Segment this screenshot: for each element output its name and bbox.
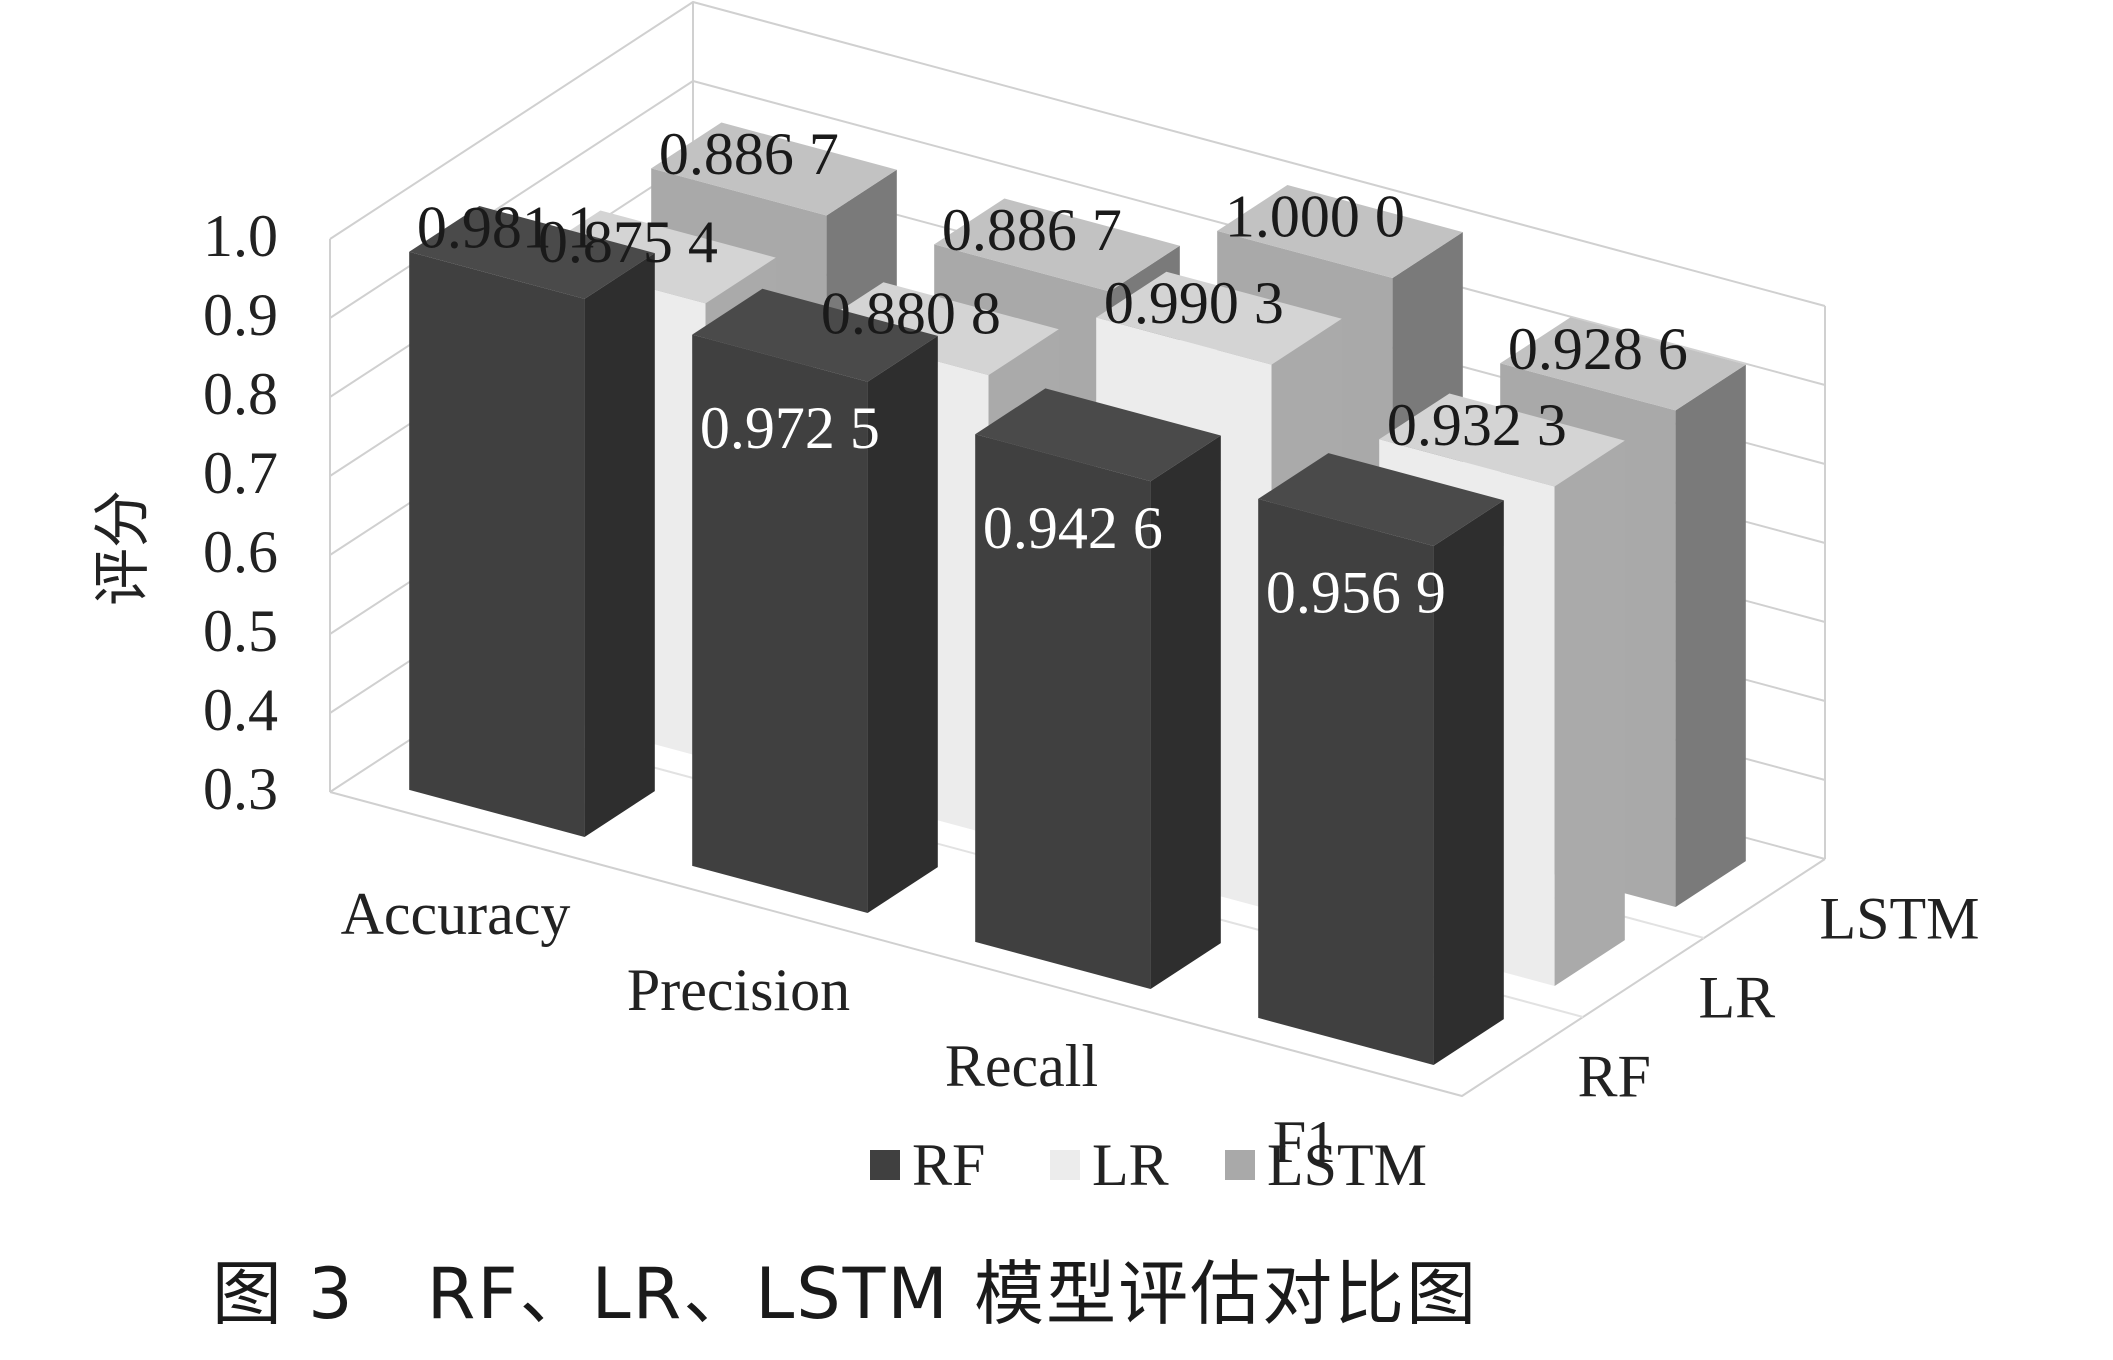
legend-label-lr: LR <box>1092 1132 1169 1198</box>
x-tick-label: F1 <box>1273 1109 1336 1175</box>
legend-swatch-rf <box>870 1150 900 1180</box>
y-tick-label: 0.9 <box>203 282 278 348</box>
data-label: 0.972 5 <box>700 395 880 461</box>
legend-label-rf: RF <box>912 1132 985 1198</box>
bar-side <box>1150 435 1221 989</box>
data-label: 0.932 3 <box>1387 392 1567 458</box>
bar-side <box>1554 440 1625 987</box>
bar-top <box>813 282 1059 376</box>
legend-label-lstm: LSTM <box>1267 1132 1427 1198</box>
bar-top <box>1096 271 1342 365</box>
bar-top <box>651 122 897 216</box>
bar-rf-precision <box>692 334 868 914</box>
y-tick-label: 0.6 <box>203 519 278 585</box>
data-label: 0.875 4 <box>538 209 718 275</box>
y-axis-label: 评分 <box>88 490 156 606</box>
data-label: 0.956 9 <box>1266 559 1446 625</box>
y-tick-label: 0.3 <box>203 756 278 822</box>
figure-caption: 图 3 RF、LR、LSTM 模型评估对比图 <box>211 1253 1479 1335</box>
data-label: 0.990 3 <box>1104 270 1284 336</box>
bar-top <box>409 206 655 299</box>
data-label: 0.886 7 <box>942 197 1122 263</box>
bar-side <box>1675 364 1746 908</box>
bar-side <box>584 253 655 838</box>
bar-rf-f1 <box>1258 498 1434 1065</box>
y-tick-label: 1.0 <box>203 203 278 269</box>
data-label: 0.886 7 <box>659 121 839 187</box>
bar-top <box>934 198 1180 292</box>
y-tick-label: 0.4 <box>203 677 278 743</box>
data-label: 1.000 0 <box>1225 183 1405 249</box>
data-label: 0.928 6 <box>1508 316 1688 382</box>
bar-rf-recall <box>975 434 1151 989</box>
bar-top <box>1379 393 1625 487</box>
x-tick-label: Recall <box>945 1033 1098 1099</box>
depth-tick-label: RF <box>1578 1044 1651 1110</box>
bar-side <box>1433 500 1504 1065</box>
y-tick-label: 0.7 <box>203 440 278 506</box>
legend-swatch-lr <box>1050 1150 1080 1180</box>
bar-top <box>692 288 938 382</box>
x-tick-label: Precision <box>627 957 850 1023</box>
y-tick-label: 0.8 <box>203 361 278 427</box>
bar-side <box>867 335 938 913</box>
bar-top <box>1217 185 1463 278</box>
depth-tick-label: LR <box>1699 965 1776 1031</box>
y-tick-label: 0.5 <box>203 598 278 664</box>
bar-rf-accuracy <box>409 251 585 838</box>
data-label: 0.942 6 <box>983 495 1163 561</box>
x-tick-label: Accuracy <box>341 881 571 947</box>
bar-top <box>1258 453 1504 546</box>
legend-swatch-lstm <box>1225 1150 1255 1180</box>
bar-top <box>975 388 1221 482</box>
data-label: 0.880 8 <box>821 281 1001 347</box>
bar-top <box>1500 317 1746 411</box>
depth-tick-label: LSTM <box>1820 886 1980 952</box>
data-label: 0.981 1 <box>417 194 597 260</box>
